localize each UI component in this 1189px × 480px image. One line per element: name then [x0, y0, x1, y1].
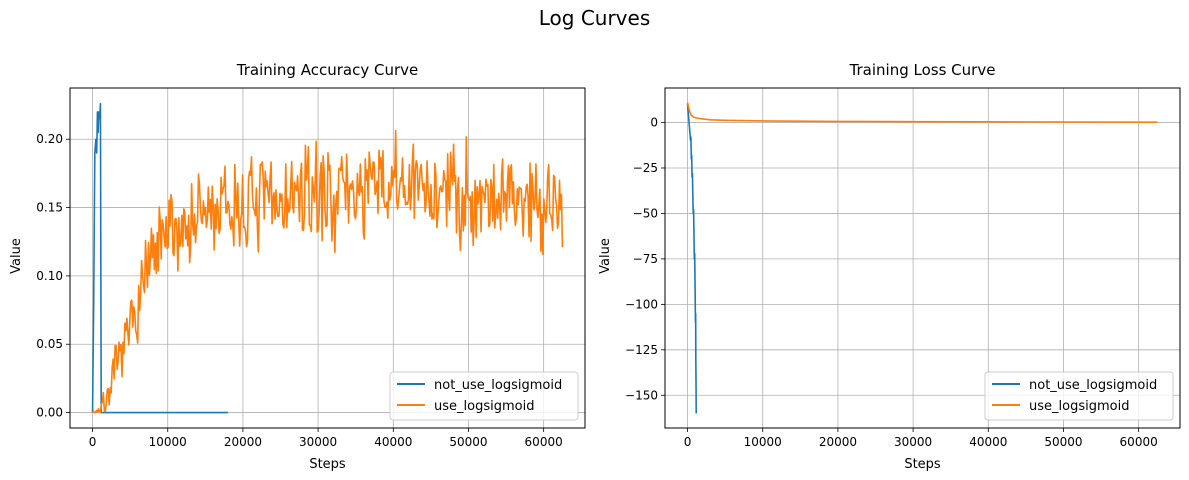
- accuracy-y-tick-label: 0.10: [36, 269, 63, 283]
- loss-chart-title: Training Loss Curve: [849, 61, 996, 79]
- loss-y-tick-label: −50: [633, 206, 658, 220]
- loss-gridlines: [665, 88, 1180, 428]
- loss-x-axis-label: Steps: [904, 457, 941, 472]
- loss-legend-label-not-use-logsigmoid: not_use_logsigmoid: [1029, 378, 1157, 393]
- loss-x-tick-label: 10000: [744, 435, 782, 449]
- accuracy-chart-title: Training Accuracy Curve: [236, 61, 418, 79]
- accuracy-legend-label-use-logsigmoid: use_logsigmoid: [434, 399, 534, 414]
- accuracy-x-tick-label: 40000: [374, 435, 412, 449]
- accuracy-legend-label-not-use-logsigmoid: not_use_logsigmoid: [434, 378, 562, 393]
- accuracy-x-axis-label: Steps: [309, 457, 346, 472]
- loss-x-tick-label: 50000: [1044, 435, 1082, 449]
- accuracy-x-tick-label: 30000: [299, 435, 337, 449]
- accuracy-x-tick-label: 60000: [525, 435, 563, 449]
- loss-y-tick-label: −100: [625, 297, 658, 311]
- loss-legend: not_use_logsigmoid use_logsigmoid: [984, 371, 1174, 421]
- loss-x-tick-label: 60000: [1120, 435, 1158, 449]
- loss-chart: Training Loss Curve Steps Value 0 10000 20…: [598, 61, 1181, 472]
- loss-y-tick-label: 0: [650, 116, 658, 130]
- accuracy-x-tick-label: 50000: [449, 435, 487, 449]
- accuracy-y-tick-label: 0.20: [36, 132, 63, 146]
- accuracy-plot-frame: [69, 87, 586, 429]
- accuracy-y-tick-label: 0.05: [36, 337, 63, 351]
- accuracy-series-layer: [91, 102, 564, 414]
- loss-series-use-logsigmoid: [686, 102, 1158, 123]
- loss-series-not-use-logsigmoid: [686, 104, 697, 414]
- loss-x-tick-label: 30000: [894, 435, 932, 449]
- loss-ticks: 0 10000 20000 30000 40000 50000 60000 0 −25 −50 −7…: [625, 116, 1158, 449]
- accuracy-legend-box: [389, 371, 579, 421]
- loss-y-tick-label: −150: [625, 388, 658, 402]
- loss-legend-box: [984, 371, 1174, 421]
- accuracy-legend: not_use_logsigmoid use_logsigmoid: [389, 371, 579, 421]
- accuracy-ticks: 0 10000 20000 30000 40000 50000 60000 0.00 0.05 0…: [36, 132, 562, 449]
- loss-series-layer: [686, 102, 1158, 414]
- figure-title: Log Curves: [539, 6, 651, 30]
- accuracy-chart: Training Accuracy Curve Steps Value 0 100…: [9, 61, 586, 472]
- loss-plot-frame: [664, 87, 1181, 429]
- accuracy-gridlines: [70, 88, 585, 428]
- accuracy-series-use-logsigmoid: [91, 129, 564, 414]
- loss-y-tick-label: −125: [625, 343, 658, 357]
- loss-y-tick-label: −75: [633, 252, 658, 266]
- accuracy-y-axis-label: Value: [9, 238, 24, 274]
- loss-y-tick-label: −25: [633, 161, 658, 175]
- loss-y-axis-label: Value: [598, 238, 613, 274]
- accuracy-x-tick-label: 10000: [149, 435, 187, 449]
- accuracy-series-not-use-logsigmoid: [91, 102, 228, 414]
- loss-x-tick-label: 20000: [819, 435, 857, 449]
- loss-legend-label-use-logsigmoid: use_logsigmoid: [1029, 399, 1129, 414]
- loss-x-tick-label: 0: [684, 435, 692, 449]
- accuracy-y-tick-label: 0.15: [36, 201, 63, 215]
- loss-x-tick-label: 40000: [969, 435, 1007, 449]
- accuracy-y-tick-label: 0.00: [36, 406, 63, 420]
- accuracy-x-tick-label: 0: [89, 435, 97, 449]
- accuracy-x-tick-label: 20000: [224, 435, 262, 449]
